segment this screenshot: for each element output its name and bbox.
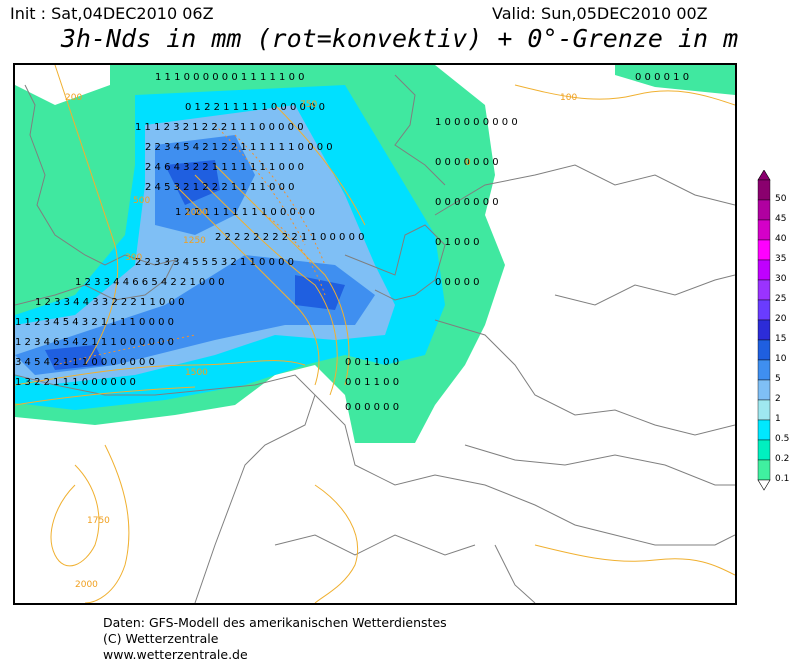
- map-title: 3h-Nds in mm (rot=konvektiv) + 0°-Grenze…: [60, 24, 739, 53]
- precip-values: 1 1 1 0 0 0 0 0 0 1 1 1 1 1 0 0 0 1 2 2 …: [15, 72, 689, 413]
- precip-field-10: [45, 160, 345, 370]
- contour-label: 200: [65, 93, 82, 103]
- legend-label: 40: [775, 234, 787, 244]
- svg-text:0 0 0 0 0 0: 0 0 0 0 0 0: [345, 402, 399, 413]
- legend-label: 45: [775, 214, 787, 224]
- contour-label: 1750: [87, 516, 110, 526]
- legend-swatch: [757, 339, 771, 361]
- legend-swatch: [757, 319, 771, 341]
- legend-swatch: [757, 299, 771, 321]
- legend-swatch: [757, 279, 771, 301]
- svg-text:1 2 3 4 6 5 4 2 1 1 1 0 0 0 0: 1 2 3 4 6 5 4 2 1 1 1 0 0 0 0 0 0: [15, 337, 174, 348]
- svg-text:2 2 3 4 5 4 2 1 2 2 1 1 1 1 1: 2 2 3 4 5 4 2 1 2 2 1 1 1 1 1 1 0 0 0 0: [145, 142, 333, 153]
- contour-label: 1500: [185, 368, 208, 378]
- contour-label: 1250: [183, 236, 206, 246]
- coastlines: [15, 74, 735, 603]
- svg-text:0 0 1 1 0 0: 0 0 1 1 0 0: [345, 357, 399, 368]
- legend-swatch: [757, 259, 771, 281]
- svg-text:1 2 2 1 1 1 1 1 1 1 0 0 0 0 0: 1 2 2 1 1 1 1 1 1 1 0 0 0 0 0: [175, 207, 315, 218]
- contour-label: 2000: [75, 580, 98, 590]
- contour-label: 750: [300, 100, 317, 110]
- legend-swatch: [757, 199, 771, 221]
- svg-text:1 3 2 2 1 1 1 0 0 0 0 0 0: 1 3 2 2 1 1 1 0 0 0 0 0 0: [15, 377, 136, 388]
- footer-copyright: (C) Wetterzentrale: [103, 631, 219, 646]
- legend-swatch: [757, 359, 771, 381]
- legend-label: 20: [775, 314, 787, 324]
- legend-label: 25: [775, 294, 787, 304]
- svg-text:2 4 5 3 2 1 2 2 2 1 1 1 1 0 0: 2 4 5 3 2 1 2 2 2 1 1 1 1 0 0 0: [145, 182, 294, 193]
- svg-text:1 1 1 2 3 2 1 2 2 2 1 1 1 0 0: 1 1 1 2 3 2 1 2 2 2 1 1 1 0 0 0 0 0: [135, 122, 304, 133]
- contour-label: 1000: [185, 208, 208, 218]
- svg-text:1 2 3 3 4 4 6 6 5 4 2 2 1 0 0: 1 2 3 3 4 4 6 6 5 4 2 2 1 0 0 0: [75, 277, 224, 288]
- legend-bottom-arrow: [757, 479, 771, 491]
- legend-colorbar: [757, 170, 771, 491]
- footer-source: Daten: GFS-Modell des amerikanischen Wet…: [103, 615, 447, 630]
- legend-label: 30: [775, 274, 787, 284]
- svg-text:1 1 2 3 4 5 4 3 2 1 1 1 1 0 0: 1 1 2 3 4 5 4 3 2 1 1 1 1 0 0 0 0: [15, 317, 174, 328]
- contour-label: 500: [133, 196, 150, 206]
- svg-text:0 0 1 1 0 0: 0 0 1 1 0 0: [345, 377, 399, 388]
- svg-text:3 4 5 4 2 1 1 1 0 0 0 0 0 0 0: 3 4 5 4 2 1 1 1 0 0 0 0 0 0 0: [15, 357, 155, 368]
- svg-text:2 2 3 3 3 4 5 5 5 3 2 1 1 0 0: 2 2 3 3 3 4 5 5 5 3 2 1 1 0 0 0 0: [135, 257, 294, 268]
- contour-label: 0: [465, 158, 471, 168]
- init-time: Init : Sat,04DEC2010 06Z: [10, 4, 214, 23]
- precipitation-map: 1 1 1 0 0 0 0 0 0 1 1 1 1 1 0 0 0 1 2 2 …: [13, 63, 737, 605]
- legend-swatch: [757, 459, 771, 481]
- svg-text:2 2 2 2 2 2 2 2 2 1 1 0 0 0 0: 2 2 2 2 2 2 2 2 2 1 1 0 0 0 0 0: [215, 232, 364, 243]
- legend-label: 50: [775, 194, 787, 204]
- legend-swatch: [757, 239, 771, 261]
- legend-label: 2: [775, 394, 781, 404]
- freezing-level-contours: [15, 65, 735, 603]
- footer: Daten: GFS-Modell des amerikanischen Wet…: [103, 615, 447, 663]
- legend-label: 15: [775, 334, 787, 344]
- precip-legend: 50 45 40 35 30 25 20 15 10 5 2 1 0.5 0.2 0.1: [757, 170, 797, 500]
- svg-text:0 0 0 0 1 0: 0 0 0 0 1 0: [635, 72, 689, 83]
- svg-text:1 2 3 3 4 4 3 3 2 2 2 1 1 0 0: 1 2 3 3 4 4 3 3 2 2 2 1 1 0 0 0: [35, 297, 184, 308]
- valid-time: Valid: Sun,05DEC2010 00Z: [492, 4, 708, 23]
- legend-swatch: [757, 419, 771, 441]
- legend-label: 0.1: [775, 474, 790, 484]
- contour-label: 100: [560, 93, 577, 103]
- convective-dotted-lines: [54, 124, 326, 366]
- legend-label: 0.5: [775, 434, 790, 444]
- svg-text:0 1 2 2 1 1 1 1 1 0 0 0 0 0 0: 0 1 2 2 1 1 1 1 1 0 0 0 0 0 0: [185, 102, 325, 113]
- legend-label: 5: [775, 374, 781, 384]
- svg-text:0 1 0 0 0: 0 1 0 0 0: [435, 237, 480, 248]
- footer-url: www.wetterzentrale.de: [103, 647, 248, 662]
- legend-swatch: [757, 219, 771, 241]
- legend-label: 0.2: [775, 454, 790, 464]
- legend-swatch: [757, 439, 771, 461]
- legend-label: 1: [775, 414, 781, 424]
- svg-text:0 0 0 0 0 0 0: 0 0 0 0 0 0 0: [435, 157, 499, 168]
- svg-text:0 0 0 0 0 0 0: 0 0 0 0 0 0 0: [435, 197, 499, 208]
- contour-label: 300: [125, 253, 142, 263]
- contour-labels: 750 1000 1250 500 300 200 100 1500 1750 …: [65, 93, 577, 590]
- legend-top-arrow: [757, 170, 771, 181]
- legend-swatch: [757, 399, 771, 421]
- legend-swatch: [757, 179, 771, 201]
- legend-swatch: [757, 379, 771, 401]
- map-canvas: 1 1 1 0 0 0 0 0 0 1 1 1 1 1 0 0 0 1 2 2 …: [15, 65, 735, 603]
- legend-label: 10: [775, 354, 787, 364]
- legend-label: 35: [775, 254, 787, 264]
- svg-text:1 0 0 0 0 0 0 0 0: 1 0 0 0 0 0 0 0 0: [435, 117, 518, 128]
- svg-text:2 4 6 4 3 2 2 1 1 1 1 1 1 1 0: 2 4 6 4 3 2 2 1 1 1 1 1 1 1 0 0 0: [145, 162, 304, 173]
- svg-text:0 0 0 0 0: 0 0 0 0 0: [435, 277, 480, 288]
- svg-text:1 1 1 0 0 0 0 0 0 1 1 1 1 1 0: 1 1 1 0 0 0 0 0 0 1 1 1 1 1 0 0: [155, 72, 304, 83]
